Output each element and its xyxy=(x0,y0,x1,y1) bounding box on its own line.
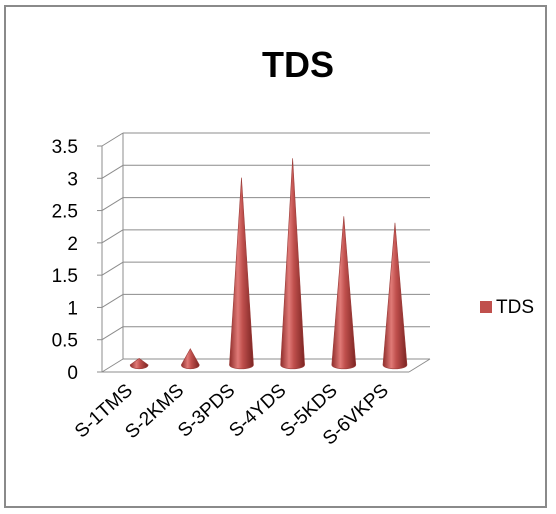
y-tick-label: 3 xyxy=(67,169,78,190)
y-tick-label: 3.5 xyxy=(52,137,78,158)
chart-canvas: TDS 00.511.522.533.5S-1TMSS-2KMSS-3PDSS-… xyxy=(52,44,534,449)
gridline-slant xyxy=(101,326,124,341)
bar-cone xyxy=(129,358,149,370)
bars-layer xyxy=(129,158,408,370)
legend-label: TDS xyxy=(496,297,534,318)
x-tick-label: S-2KMS xyxy=(121,380,188,443)
y-tick-label: 1 xyxy=(67,298,78,319)
chart-frame: TDS 0 0.5 1 1.5 2 2.5 3 3.5 S-1TMS S-2KMS S-3PDS S-… xyxy=(4,5,547,508)
gridline-slant xyxy=(101,358,124,373)
gridline-slant xyxy=(101,261,124,276)
bar-cone xyxy=(180,348,200,370)
legend: TDS xyxy=(480,297,534,318)
bar-cone xyxy=(229,177,254,370)
bar-cone xyxy=(280,158,305,370)
bar-cone xyxy=(382,222,408,370)
y-tick-label: 2.5 xyxy=(52,202,78,223)
y-tick-label: 0.5 xyxy=(52,331,78,352)
y-tick-label: 1.5 xyxy=(52,266,78,287)
chart-title: TDS xyxy=(262,44,334,85)
gridline-slant xyxy=(101,197,124,211)
gridline-slant xyxy=(101,294,124,308)
floor-edge xyxy=(408,358,431,373)
y-tick-label: 0 xyxy=(67,363,78,384)
gridline-slant xyxy=(101,132,124,147)
x-tick-label: S-3PDS xyxy=(174,380,239,442)
x-tick-label: S-4YDS xyxy=(225,380,290,442)
gridline-slant xyxy=(101,164,124,179)
legend-swatch xyxy=(480,301,492,313)
gridline-slant xyxy=(101,229,124,244)
y-tick-label: 2 xyxy=(67,234,78,255)
axes-layer xyxy=(97,132,431,373)
bar-cone xyxy=(331,216,357,370)
